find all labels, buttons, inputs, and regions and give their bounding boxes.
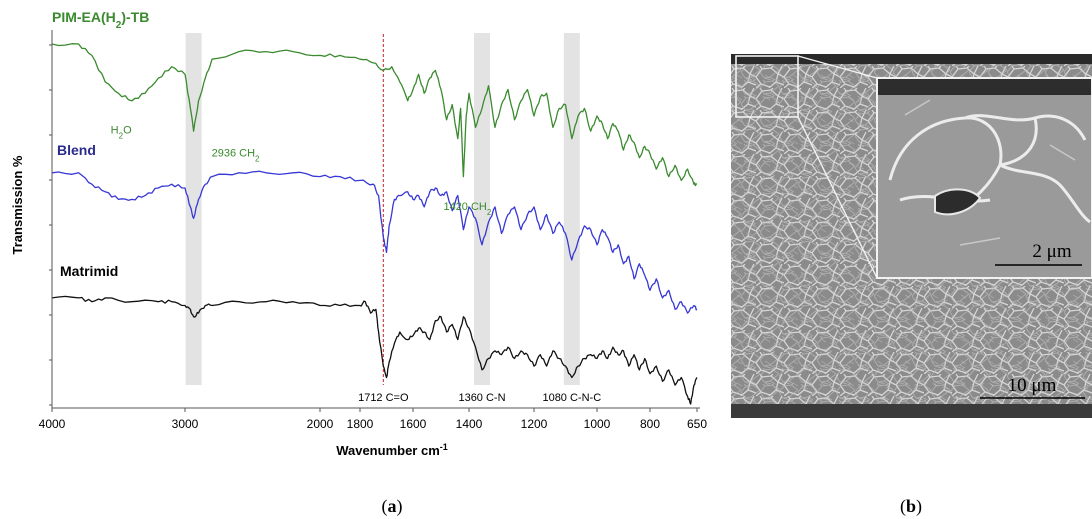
annotation-label: 1712 C=O (358, 392, 409, 404)
x-axis-title: Wavenumber cm-1 (336, 442, 448, 458)
x-tick-label: 650 (687, 417, 707, 431)
band-2936 (185, 33, 202, 385)
x-tick-label: 1800 (347, 417, 374, 431)
annotation-label: 1360 C-N (458, 392, 505, 404)
annotations: H2O 2936 CH2 1420 CH2 1712 C=O 1360 C-N 1080 … (111, 125, 602, 404)
caption-b: (b) (900, 496, 922, 517)
sem-micrograph: 2 μm 10 μm (731, 54, 1092, 418)
series-line-1 (52, 170, 698, 314)
series-label-blend: Blend (57, 142, 96, 158)
series-label-pim: PIM-EA(H2)-TB (52, 9, 149, 31)
x-tick-label: 1600 (400, 417, 427, 431)
annotation-label: H2O (111, 125, 132, 141)
zoom-source-box (735, 55, 799, 118)
highlight-bands (185, 33, 580, 385)
annotation-label: 1420 CH2 (443, 201, 491, 217)
x-tick-label: 800 (640, 417, 660, 431)
zoom-connector-bottom (797, 116, 878, 279)
annotation-label: 2936 CH2 (212, 147, 260, 163)
x-ticks: 4000 3000 2000 1800 1600 1400 1200 1000 800 650 (39, 408, 707, 431)
main-scale-label: 10 μm (1008, 375, 1057, 396)
micrograph-bottom-band (731, 404, 1092, 418)
x-tick-label: 2000 (307, 417, 334, 431)
caption-a: (a) (382, 496, 403, 517)
annotation-label: 1080 C-N-C (542, 392, 601, 404)
zoom-connector-top (797, 55, 878, 79)
zoom-inset: 2 μm (876, 77, 1092, 279)
x-tick-label: 4000 (39, 417, 66, 431)
series-label-matrimid: Matrimid (60, 263, 118, 279)
series-line-0 (52, 43, 698, 187)
x-tick-label: 1200 (521, 417, 548, 431)
x-tick-label: 3000 (172, 417, 199, 431)
x-tick-label: 1000 (584, 417, 611, 431)
band-1080 (563, 33, 580, 385)
inset-scale-label: 2 μm (1032, 241, 1071, 262)
micrograph-top-band (731, 54, 1092, 64)
series-line-2 (52, 295, 698, 405)
x-tick-label: 1400 (456, 417, 483, 431)
y-axis-title: Transmission % (10, 155, 25, 254)
y-ticks (49, 44, 52, 406)
series-layer (52, 43, 698, 405)
ftir-chart: 4000 3000 2000 1800 1600 1400 1200 1000 800 650 W… (10, 9, 707, 458)
